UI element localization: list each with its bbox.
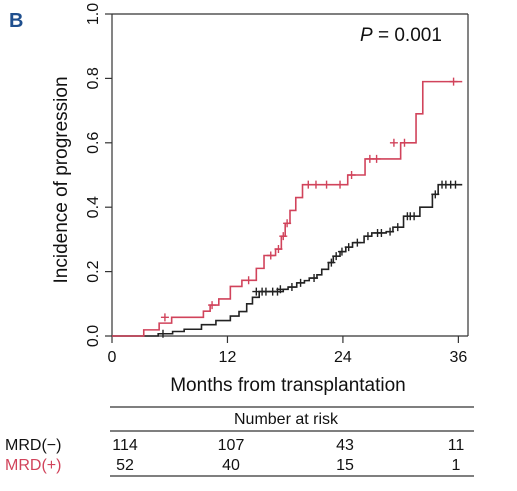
y-tick-label: 0.8 (85, 67, 102, 89)
mrd-positive-curve (112, 80, 463, 337)
x-tick-label: 0 (108, 349, 117, 366)
risk-row-label-mrd-neg: MRD(−) (5, 437, 61, 454)
mrd-negative-censor-mark (287, 283, 296, 292)
plot-area: 0.0 0.2 0.4 0.6 0.8 1.0 0 12 24 36 (85, 3, 469, 366)
mrd-positive-censor-mark (449, 77, 458, 86)
y-tick-label: 0.4 (85, 196, 102, 218)
mrd-negative-censor-mark (451, 180, 460, 189)
mrd-negative-censor-mark (386, 227, 395, 236)
mrd-positive-censor-mark (400, 138, 409, 147)
mrd-positive-censor-mark (283, 219, 292, 228)
x-tick-label: 12 (219, 349, 237, 366)
pvalue-annotation: P = 0.001 (360, 25, 442, 46)
risk-table: Number at risk MRD(−) 114 107 43 11 MRD(… (5, 406, 474, 477)
mrd-negative-censor-mark (296, 278, 305, 287)
mrd-positive-censor-mark (311, 180, 320, 189)
risk-value: 15 (336, 457, 354, 474)
x-tick-label: 36 (449, 349, 467, 366)
y-tick-label: 0.6 (85, 132, 102, 154)
mrd-positive-censor-mark (160, 313, 169, 322)
x-tick-label: 24 (334, 349, 352, 366)
risk-value: 107 (218, 437, 245, 454)
panel-label: B (9, 10, 23, 32)
risk-value: 52 (116, 457, 134, 474)
y-axis-label: Incidence of progression (51, 76, 72, 283)
mrd-negative-censor-mark (158, 329, 167, 338)
mrd-positive-censor-mark (208, 301, 217, 310)
mrd-negative-censor-mark (344, 243, 353, 252)
y-tick-label: 0.2 (85, 260, 102, 282)
mrd-positive-censor-mark (304, 180, 313, 189)
risk-value: 43 (336, 437, 354, 454)
mrd-positive-censor-mark (274, 245, 283, 254)
mrd-positive-censor-mark (365, 154, 374, 163)
mrd-positive-censor-mark (347, 171, 356, 179)
mrd-negative-censor-mark (431, 190, 440, 199)
mrd-negative-censor-mark (353, 238, 362, 247)
mrd-negative-curve (112, 183, 463, 337)
mrd-positive-censor-mark (389, 138, 398, 147)
mrd-negative-censor-mark (332, 252, 341, 261)
mrd-negative-censor-mark (276, 285, 285, 294)
mrd-negative-censor-mark (327, 258, 336, 267)
risk-value: 40 (222, 457, 240, 474)
mrd-negative-censor-mark (363, 232, 372, 241)
mrd-negative-censor-mark (410, 212, 419, 221)
mrd-positive-censor-mark (322, 180, 331, 189)
risk-row-label-mrd-pos: MRD(+) (5, 457, 61, 474)
risk-table-title: Number at risk (234, 411, 339, 428)
mrd-positive-censor-mark (266, 251, 275, 260)
x-axis-label: Months from transplantation (170, 375, 406, 396)
mrd-positive-censor-mark (336, 180, 345, 189)
risk-value: 1 (452, 457, 461, 474)
mrd-negative-censor-mark (261, 287, 270, 296)
risk-value: 11 (448, 437, 465, 454)
mrd-positive-censor-mark (244, 276, 253, 285)
mrd-negative-censor-mark (310, 274, 319, 283)
mrd-negative-censor-mark (337, 247, 346, 256)
mrd-positive-censor-mark (279, 232, 288, 241)
mrd-negative-censor-mark (393, 223, 402, 232)
y-tick-label: 1.0 (85, 3, 102, 25)
y-tick-label: 0.0 (85, 325, 102, 347)
mrd-positive-censor-mark (372, 154, 381, 163)
mrd-negative-censor-mark (377, 228, 386, 237)
risk-value: 114 (112, 437, 138, 454)
